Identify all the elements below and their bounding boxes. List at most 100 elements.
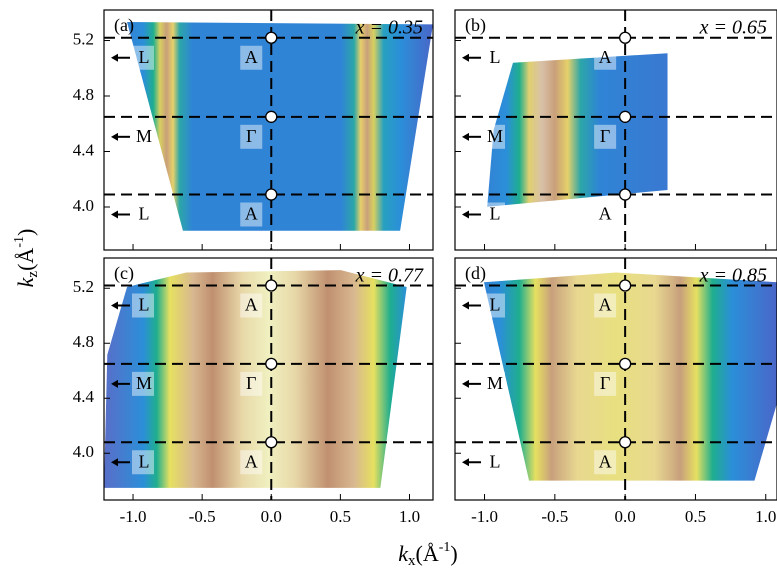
x-tick-label: 0.5: [330, 507, 351, 526]
y-label-unit: (Å: [13, 248, 38, 271]
point-label: Γ: [246, 373, 256, 393]
arrow-head: [462, 210, 469, 219]
x-tick-label: 0.5: [685, 507, 706, 526]
arrow-head: [111, 301, 118, 310]
panel-frame: [103, 9, 434, 251]
x-label-sub: x: [408, 553, 416, 569]
edge-label: L: [490, 295, 501, 315]
label-box: [132, 202, 154, 227]
x-tick-label: -1.0: [120, 507, 147, 526]
label-box: [594, 202, 617, 227]
edge-label: L: [139, 451, 150, 471]
point-label: Γ: [600, 373, 610, 393]
annotation: x = 0.77: [355, 265, 424, 287]
x-tick-label: 0.0: [615, 507, 636, 526]
label-box: [240, 124, 263, 149]
point-label: Γ: [600, 126, 610, 146]
panel-label: (a): [114, 15, 134, 36]
x-tick-label: -0.5: [541, 507, 568, 526]
edge-label: M: [487, 126, 503, 146]
label-box: [483, 450, 505, 475]
arrow-head: [462, 53, 469, 62]
arrow-head: [111, 132, 118, 141]
x-tick-label: -0.5: [189, 507, 216, 526]
label-box: [594, 371, 617, 396]
arrow-head: [111, 210, 118, 219]
x-label-base: k: [398, 541, 409, 566]
point-label: A: [245, 295, 258, 315]
edge-label: L: [139, 47, 150, 67]
edge-label: L: [490, 451, 501, 471]
edge-label: M: [136, 373, 152, 393]
panel-label: (b): [465, 15, 486, 36]
point-label: A: [245, 204, 258, 224]
arrow-head: [462, 379, 469, 388]
annotation: x = 0.85: [699, 265, 767, 287]
arrow-head: [111, 458, 118, 467]
edge-label: L: [490, 204, 501, 224]
label-box: [132, 293, 154, 318]
edge-label: L: [139, 204, 150, 224]
y-tick-label: 4.0: [73, 442, 94, 461]
high-symmetry-point: [265, 436, 278, 449]
point-label: A: [599, 47, 612, 67]
label-box: [132, 371, 154, 396]
arrow-head: [462, 458, 469, 467]
edge-label: L: [490, 47, 501, 67]
point-label: A: [599, 451, 612, 471]
point-label: A: [245, 451, 258, 471]
y-label-close: ): [13, 229, 38, 236]
label-box: [240, 371, 263, 396]
panel-frame: [454, 257, 777, 501]
x-label-sup: -1: [439, 540, 451, 555]
arrow-head: [462, 301, 469, 310]
x-label-close: ): [450, 541, 457, 566]
high-symmetry-point: [618, 110, 632, 123]
label-box: [594, 293, 617, 318]
annotation: x = 0.35: [355, 17, 423, 39]
point-label: Γ: [246, 126, 256, 146]
high-symmetry-point: [265, 110, 278, 123]
label-box: [240, 202, 263, 227]
arrow-head: [462, 132, 469, 141]
high-symmetry-point: [618, 436, 632, 449]
intensity-map: [127, 22, 433, 231]
label-box: [483, 371, 505, 396]
label-box: [240, 45, 263, 70]
edge-label: M: [136, 126, 152, 146]
edge-label: M: [487, 373, 503, 393]
x-label-unit: (Å: [416, 541, 439, 566]
x-tick-label: -1.0: [471, 507, 498, 526]
y-tick-label: 5.2: [73, 29, 94, 48]
label-box: [132, 450, 154, 475]
y-axis-label: kz(Å-1): [12, 229, 41, 288]
label-box: [594, 124, 617, 149]
x-tick-label: 1.0: [755, 507, 776, 526]
x-tick-label: 1.0: [399, 507, 420, 526]
y-tick-label: 4.8: [73, 85, 94, 104]
label-box: [483, 124, 505, 149]
label-box: [483, 202, 505, 227]
x-tick-label: 0.0: [261, 507, 282, 526]
label-box: [240, 293, 263, 318]
panel-label: (d): [465, 263, 486, 284]
y-label-sub: z: [25, 271, 41, 278]
arrow-head: [111, 53, 118, 62]
label-box: [132, 45, 154, 70]
panel-label: (c): [114, 263, 134, 284]
intensity-map: [487, 53, 668, 207]
high-symmetry-point: [618, 357, 632, 371]
arrow-head: [111, 379, 118, 388]
y-tick-label: 4.4: [73, 140, 95, 159]
label-box: [483, 293, 505, 318]
high-symmetry-point: [265, 279, 278, 292]
x-axis-label: kx(Å-1): [398, 540, 457, 569]
annotation: x = 0.65: [699, 17, 767, 39]
high-symmetry-point: [265, 188, 278, 201]
point-label: A: [599, 295, 612, 315]
label-box: [594, 450, 617, 475]
y-tick-label: 5.2: [73, 277, 94, 296]
point-label: A: [245, 47, 258, 67]
y-label-sup: -1: [12, 236, 27, 248]
